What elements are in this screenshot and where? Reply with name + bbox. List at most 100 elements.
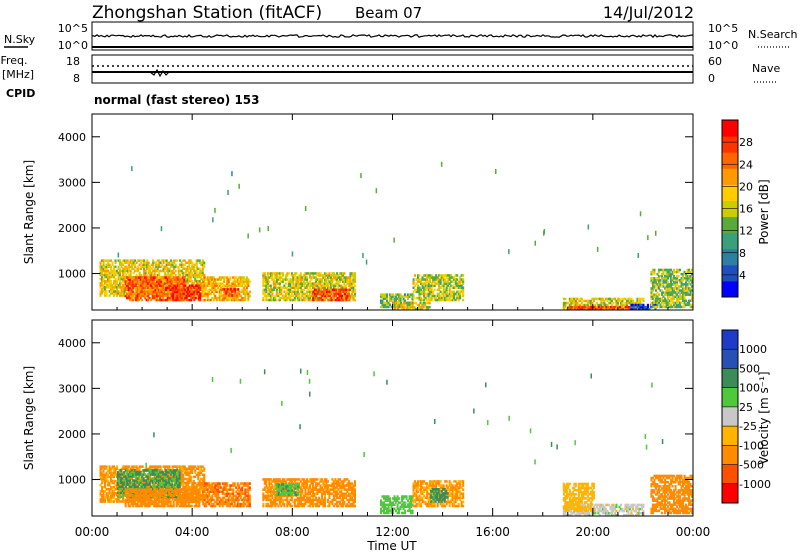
- power-cell: [283, 296, 286, 300]
- power-cell: [195, 267, 198, 271]
- velocity-cell: [175, 469, 178, 472]
- velocity-cell: [200, 477, 203, 481]
- power-cell: [568, 297, 571, 301]
- velocity-cell: [138, 465, 141, 468]
- power-cell: [195, 269, 198, 273]
- power-cell: [424, 280, 427, 283]
- power-cell: [676, 293, 679, 296]
- power-cell: [688, 270, 691, 274]
- power-cell: [386, 299, 389, 302]
- power-cell: [170, 273, 173, 277]
- power-cell: [419, 307, 422, 310]
- power-cell: [145, 278, 148, 281]
- power-cell: [218, 282, 221, 285]
- velocity-cell: [157, 489, 160, 493]
- power-cell: [587, 307, 590, 310]
- power-cell: [233, 286, 236, 289]
- nsearch-tick-top: 10^5: [708, 22, 738, 35]
- velocity-cell: [123, 491, 126, 495]
- power-cell: [275, 280, 278, 283]
- power-cell: [438, 274, 441, 277]
- velocity-cell: [188, 467, 191, 470]
- velocity-cell: [129, 485, 132, 488]
- power-cell: [433, 294, 436, 298]
- power-cell: [676, 279, 679, 282]
- power-cell: [380, 299, 383, 302]
- power-cell: [227, 282, 230, 285]
- velocity-cell: [194, 465, 197, 468]
- power-cell: [670, 272, 673, 276]
- power-cell: [579, 299, 582, 303]
- power-cell: [99, 286, 102, 289]
- power-echo: [655, 230, 657, 236]
- power-cell: [244, 292, 247, 296]
- power-cell: [409, 307, 412, 310]
- power-cell: [670, 297, 673, 300]
- power-cell: [116, 294, 119, 297]
- power-cell: [311, 274, 314, 277]
- power-cell: [573, 301, 576, 305]
- power-cell: [343, 278, 346, 281]
- power-echo: [647, 235, 649, 241]
- power-cell: [634, 305, 637, 309]
- power-cell: [107, 279, 110, 283]
- power-cell: [662, 299, 665, 302]
- power-cell: [139, 282, 142, 285]
- velocity-cell: [178, 481, 181, 484]
- power-cell: [280, 276, 283, 279]
- velocity-cell: [102, 492, 105, 495]
- power-cell: [305, 280, 308, 283]
- power-cell: [156, 286, 159, 289]
- power-cell: [283, 294, 286, 298]
- power-cell: [223, 288, 226, 291]
- velocity-cell: [121, 495, 124, 499]
- power-cell: [573, 299, 576, 303]
- power-cell: [579, 307, 582, 310]
- power-cell: [177, 282, 180, 285]
- power-cell: [227, 296, 230, 300]
- velocity-cell: [172, 479, 175, 482]
- velocity-cell: [151, 473, 154, 476]
- power-cell: [227, 280, 230, 283]
- power-cell: [269, 288, 272, 292]
- power-cell: [132, 292, 135, 296]
- velocity-cell: [159, 481, 162, 484]
- power-cell: [312, 290, 315, 294]
- power-cell: [220, 292, 223, 296]
- power-cell: [125, 273, 128, 277]
- power-cell: [308, 286, 311, 289]
- power-cell: [235, 276, 238, 279]
- power-cell: [430, 292, 433, 296]
- power-cell: [427, 286, 430, 289]
- power-cell: [337, 294, 340, 298]
- power-cell: [657, 285, 660, 288]
- power-cell: [307, 294, 310, 298]
- power-cell: [577, 303, 580, 307]
- velocity-cell: [150, 473, 153, 476]
- power-cell: [688, 299, 691, 302]
- power-cell: [427, 280, 430, 283]
- velocity-cell: [200, 494, 203, 497]
- power-cell: [444, 290, 447, 294]
- power-cell: [454, 298, 457, 302]
- power-cell: [166, 294, 169, 298]
- power-cell: [292, 274, 295, 277]
- power-cell: [654, 295, 657, 298]
- power-cell: [157, 278, 160, 281]
- power-cell: [143, 259, 146, 262]
- power-cell: [323, 282, 326, 285]
- power-cell: [656, 277, 659, 280]
- power-cell: [144, 288, 147, 291]
- power-cell: [438, 278, 441, 281]
- power-cell: [408, 293, 411, 296]
- velocity-cell: [203, 473, 206, 477]
- power-cell: [101, 284, 104, 287]
- power-cell: [677, 295, 680, 298]
- velocity-cell: [107, 488, 110, 491]
- power-cell: [169, 288, 172, 292]
- power-cell: [102, 261, 105, 264]
- power-cell: [613, 297, 616, 301]
- velocity-cell: [113, 496, 116, 499]
- velocity-cell: [152, 465, 155, 468]
- power-cell: [439, 298, 442, 302]
